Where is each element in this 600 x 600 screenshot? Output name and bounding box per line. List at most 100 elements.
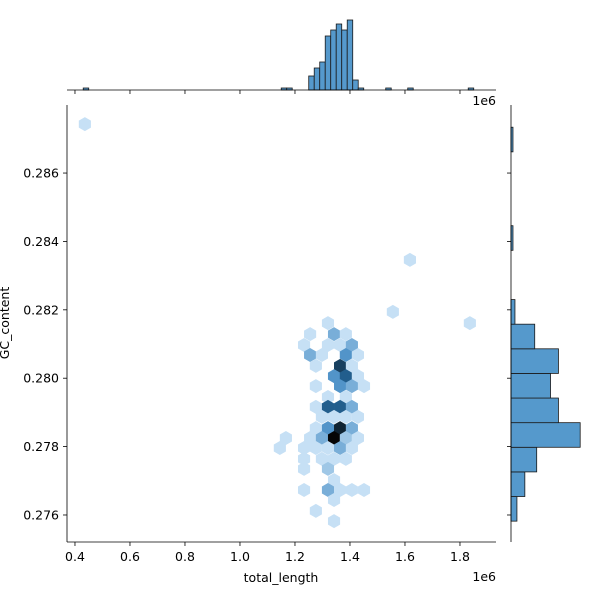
hexbin-cell <box>339 327 352 342</box>
hexbin-cell <box>297 461 311 476</box>
hexbin-cell <box>339 451 352 466</box>
hexbin-cell <box>321 399 335 414</box>
hexbin-cell <box>327 451 341 466</box>
hexbin-cell <box>315 409 328 424</box>
histogram-bar <box>352 79 359 91</box>
hexbin-cell <box>327 369 341 384</box>
histogram-bar <box>346 19 354 91</box>
x-tick-label: 1.4 <box>340 549 360 564</box>
hexbin-cell <box>321 461 335 476</box>
hexbin-cell <box>297 338 311 353</box>
hexbin-cell <box>386 304 399 319</box>
hexbin-cell <box>327 327 341 342</box>
histogram-bar <box>510 496 518 522</box>
histogram-bar <box>324 35 332 91</box>
hexbin-cell <box>339 369 352 384</box>
histogram-bar <box>510 446 538 473</box>
x-axis-label: total_length <box>244 570 319 585</box>
y-tick-label: 0.280 <box>23 371 59 386</box>
hexbin-cell <box>334 358 347 373</box>
hexbin-cell <box>351 431 365 446</box>
hexbin-cell <box>297 440 311 455</box>
hexbin-cell <box>315 451 328 466</box>
hexbin-cell <box>309 421 322 436</box>
hexbin-cell <box>304 327 317 342</box>
histogram-bar <box>510 422 581 448</box>
histogram-bar <box>313 67 321 91</box>
histogram-bar <box>335 23 343 91</box>
y-tick-label: 0.284 <box>23 234 59 249</box>
hexbin-cell <box>345 358 358 373</box>
x-tick-label: 1.8 <box>450 549 470 564</box>
hexbin-cell <box>321 316 335 331</box>
histogram-bar <box>330 29 337 91</box>
hexbin-cell <box>339 347 352 362</box>
hexbin-cell <box>345 483 358 498</box>
hexbin-cell <box>297 451 311 466</box>
y-tick-label: 0.278 <box>23 439 59 454</box>
hexbin-cell <box>463 316 476 331</box>
hexbin-cell <box>403 252 416 267</box>
top-offset-label: 1e6 <box>472 93 496 108</box>
hexbin-cell <box>304 431 317 446</box>
hexbin-cell <box>345 338 358 353</box>
hexbin-cell <box>304 347 317 362</box>
x-tick-label: 0.4 <box>65 549 85 564</box>
y-axis-label: GC_content <box>0 287 12 360</box>
histogram-bar <box>510 397 559 424</box>
hexbin-cell <box>315 347 328 362</box>
hexbin-cell <box>334 338 347 353</box>
x-tick-label: 1.0 <box>230 549 250 564</box>
hexbin-cell <box>309 503 322 518</box>
y-tick-label: 0.286 <box>23 166 59 181</box>
hexbin-cell <box>339 431 352 446</box>
hexbin-cell <box>351 347 365 362</box>
hexbin-cell <box>321 390 335 405</box>
hexbin-cell <box>345 421 358 436</box>
hexbin-cell <box>327 431 341 446</box>
hexbin-cell <box>339 409 352 424</box>
hexbin-cell <box>334 483 347 498</box>
histogram-bar <box>510 471 526 497</box>
histogram-bar <box>510 299 516 325</box>
hexbin-cell <box>309 358 322 373</box>
hexbin-cell <box>357 379 371 394</box>
hexbin-cell <box>297 483 311 498</box>
hexbin-cell <box>334 440 347 455</box>
histogram-bar <box>510 348 559 374</box>
hexbin-cell <box>309 440 322 455</box>
hexbin-cell <box>327 409 341 424</box>
hexbin-cell <box>351 409 365 424</box>
hexbin-cell <box>327 514 341 529</box>
x-tick-label: 0.8 <box>175 549 195 564</box>
hexbin-cell <box>309 399 322 414</box>
hexbin-cell <box>334 421 347 436</box>
hexbin-cell <box>279 431 292 446</box>
y-tick-label: 0.276 <box>23 507 59 522</box>
histogram-bar <box>510 323 536 350</box>
hexbin-cell <box>345 440 358 455</box>
hexbin-cell <box>351 369 365 384</box>
hexbin-cell <box>321 440 335 455</box>
hexbin-cell <box>273 440 286 455</box>
hexbin-cell <box>339 390 352 405</box>
hexbin-cell <box>321 483 335 498</box>
hexbin-cell <box>321 421 335 436</box>
histogram-bar <box>308 75 315 91</box>
hexbin-cell <box>345 379 358 394</box>
histogram-bar <box>510 373 551 399</box>
x-tick-label: 1.2 <box>285 549 305 564</box>
y-tick-label: 0.282 <box>23 302 59 317</box>
x-tick-label: 1.6 <box>395 549 415 564</box>
hexbin-cell <box>327 473 341 488</box>
hexbin-cell <box>78 117 91 132</box>
hexbin-cell <box>334 379 347 394</box>
histogram-bar <box>341 29 348 91</box>
x-offset-label: 1e6 <box>472 569 496 584</box>
hexbin-cell <box>334 399 347 414</box>
hexbin-cell <box>315 431 328 446</box>
hexbin-cell <box>321 338 335 353</box>
x-tick-label: 0.6 <box>120 549 140 564</box>
hexbin-cell <box>345 399 358 414</box>
